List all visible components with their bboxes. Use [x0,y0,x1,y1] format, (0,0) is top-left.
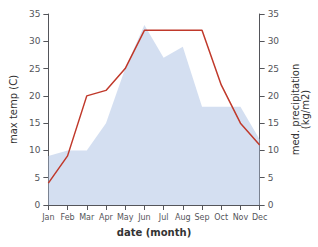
svg-text:5: 5 [268,173,274,183]
svg-text:date (month): date (month) [117,227,191,238]
svg-text:Jul: Jul [158,213,169,222]
svg-text:Nov: Nov [233,213,249,222]
svg-text:Mar: Mar [79,213,95,222]
svg-text:10: 10 [29,145,41,155]
svg-text:30: 30 [268,36,280,46]
svg-text:15: 15 [29,118,40,128]
svg-text:Oct: Oct [214,213,228,222]
svg-text:Aug: Aug [175,213,191,222]
svg-text:Jun: Jun [137,213,151,222]
svg-text:20: 20 [268,91,280,101]
svg-text:20: 20 [29,91,41,101]
svg-text:0: 0 [268,200,274,210]
svg-text:Feb: Feb [60,213,74,222]
svg-text:med. precipitation: med. precipitation [289,63,301,156]
svg-text:Dec: Dec [252,213,267,222]
svg-text:Apr: Apr [99,213,114,222]
svg-text:15: 15 [268,118,279,128]
svg-text:10: 10 [268,145,280,155]
svg-text:0: 0 [35,200,41,210]
svg-text:5: 5 [35,173,41,183]
svg-text:25: 25 [29,64,40,74]
svg-text:(kg/m2): (kg/m2) [300,90,311,130]
svg-text:May: May [117,213,134,222]
svg-text:30: 30 [29,36,41,46]
svg-text:35: 35 [268,9,279,19]
svg-text:max temp (C): max temp (C) [8,75,19,144]
svg-text:25: 25 [268,64,279,74]
svg-text:Sep: Sep [194,213,209,222]
svg-text:35: 35 [29,9,40,19]
svg-text:Jan: Jan [41,213,54,222]
